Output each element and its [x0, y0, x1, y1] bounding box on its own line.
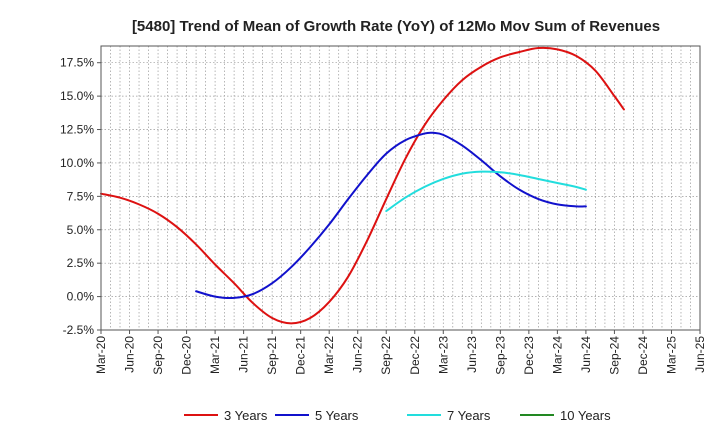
legend-item-10-years: 10 Years — [520, 408, 611, 423]
y-tick-label: 10.0% — [60, 156, 94, 170]
legend-label: 10 Years — [560, 408, 611, 423]
series-line-3-years — [101, 48, 624, 323]
x-tick-label: Dec-23 — [522, 336, 536, 375]
legend-item-5-years: 5 Years — [275, 408, 359, 423]
series-lines — [101, 48, 624, 323]
y-axis-ticks: -2.5% 0.0% 2.5% 5.0% 7.5% 10.0% 12.5% 15.0% 17.5… — [60, 56, 101, 337]
x-tick-label: Mar-20 — [94, 336, 108, 374]
x-tick-label: Dec-24 — [636, 336, 650, 375]
x-tick-label: Jun-21 — [237, 336, 251, 373]
x-tick-label: Dec-20 — [180, 336, 194, 375]
x-tick-label: Sep-22 — [379, 336, 393, 375]
legend-item-7-years: 7 Years — [407, 408, 491, 423]
x-tick-label: Mar-24 — [550, 336, 564, 374]
legend-label: 3 Years — [224, 408, 268, 423]
x-tick-label: Dec-21 — [294, 336, 308, 375]
x-tick-label: Jun-24 — [579, 336, 593, 373]
x-tick-label: Jun-23 — [465, 336, 479, 373]
legend-item-3-years: 3 Years — [184, 408, 268, 423]
x-tick-label: Jun-20 — [123, 336, 137, 373]
x-tick-label: Jun-25 — [693, 336, 707, 373]
y-tick-label: 7.5% — [67, 189, 95, 203]
x-tick-label: Jun-22 — [351, 336, 365, 373]
series-line-5-years — [196, 133, 586, 298]
x-tick-label: Mar-22 — [322, 336, 336, 374]
legend: 3 Years 5 Years 7 Years 10 Years — [184, 408, 611, 423]
x-tick-label: Mar-25 — [664, 336, 678, 374]
x-axis-ticks: Mar-20 Jun-20 Sep-20 Dec-20 Mar-21 Jun-21 Sep-… — [94, 330, 707, 375]
series-line-7-years — [386, 172, 586, 211]
legend-label: 5 Years — [315, 408, 359, 423]
y-tick-label: 15.0% — [60, 89, 94, 103]
x-tick-label: Sep-21 — [265, 336, 279, 375]
chart-title: [5480] Trend of Mean of Growth Rate (YoY… — [132, 18, 660, 35]
x-tick-label: Sep-20 — [151, 336, 165, 375]
x-tick-label: Sep-24 — [607, 336, 621, 375]
x-tick-label: Sep-23 — [493, 336, 507, 375]
y-tick-label: 5.0% — [67, 223, 95, 237]
x-tick-label: Mar-21 — [208, 336, 222, 374]
y-tick-label: 12.5% — [60, 123, 94, 137]
y-tick-label: 0.0% — [67, 290, 95, 304]
x-tick-label: Dec-22 — [408, 336, 422, 375]
chart: [5480] Trend of Mean of Growth Rate (YoY… — [0, 0, 720, 440]
y-tick-label: 17.5% — [60, 56, 94, 70]
y-tick-label: -2.5% — [63, 323, 95, 337]
legend-label: 7 Years — [447, 408, 491, 423]
y-tick-label: 2.5% — [67, 256, 95, 270]
x-tick-label: Mar-23 — [436, 336, 450, 374]
